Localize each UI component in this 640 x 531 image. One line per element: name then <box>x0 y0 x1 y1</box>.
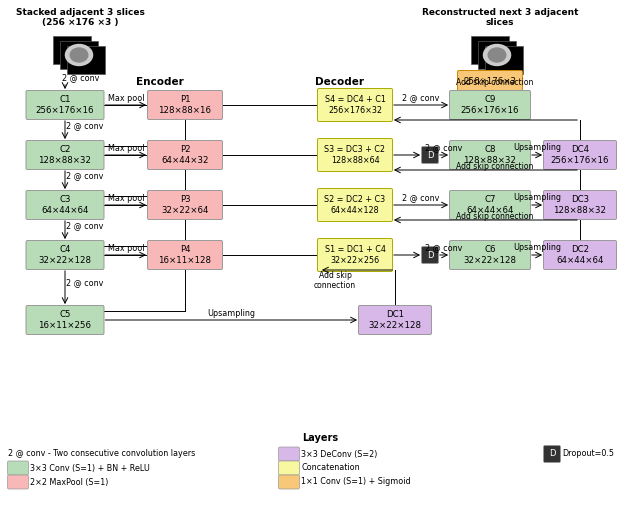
FancyBboxPatch shape <box>317 89 392 122</box>
FancyBboxPatch shape <box>543 446 561 463</box>
FancyBboxPatch shape <box>317 189 392 221</box>
FancyBboxPatch shape <box>422 246 438 263</box>
FancyBboxPatch shape <box>8 461 29 475</box>
FancyBboxPatch shape <box>26 241 104 270</box>
Text: 3×3 DeConv (S=2): 3×3 DeConv (S=2) <box>301 450 378 458</box>
Text: 256×176×3: 256×176×3 <box>463 78 516 87</box>
FancyBboxPatch shape <box>449 90 531 119</box>
Text: 2×2 MaxPool (S=1): 2×2 MaxPool (S=1) <box>30 477 108 486</box>
FancyBboxPatch shape <box>278 475 300 489</box>
FancyBboxPatch shape <box>358 305 431 335</box>
Text: D: D <box>427 150 433 159</box>
FancyBboxPatch shape <box>485 46 523 74</box>
Ellipse shape <box>65 44 93 66</box>
Text: D: D <box>427 251 433 260</box>
FancyBboxPatch shape <box>449 191 531 219</box>
Text: Add skip connection: Add skip connection <box>456 212 534 221</box>
Text: Upsampling: Upsampling <box>513 243 561 252</box>
Text: 1×1 Conv (S=1) + Sigmoid: 1×1 Conv (S=1) + Sigmoid <box>301 477 411 486</box>
Text: P3
32×22×64: P3 32×22×64 <box>161 195 209 215</box>
FancyBboxPatch shape <box>422 147 438 164</box>
Text: Max pool: Max pool <box>108 94 144 103</box>
FancyBboxPatch shape <box>67 46 105 74</box>
Text: DC2
64×44×64: DC2 64×44×64 <box>556 245 604 264</box>
Text: P2
64×44×32: P2 64×44×32 <box>161 145 209 165</box>
Text: 2 @ conv: 2 @ conv <box>67 221 104 230</box>
Text: C7
64×44×64: C7 64×44×64 <box>467 195 514 215</box>
Text: Layers: Layers <box>302 433 338 443</box>
Text: C9
256×176×16: C9 256×176×16 <box>461 95 519 115</box>
Text: Decoder: Decoder <box>316 77 365 87</box>
Text: Max pool: Max pool <box>108 244 144 253</box>
Text: Add skip connection: Add skip connection <box>456 162 534 171</box>
FancyBboxPatch shape <box>543 241 616 270</box>
Text: Add skip connection: Add skip connection <box>456 78 534 87</box>
FancyBboxPatch shape <box>278 447 300 461</box>
Text: 2 @ conv: 2 @ conv <box>62 73 100 82</box>
FancyBboxPatch shape <box>478 41 516 69</box>
Text: C4
32×22×128: C4 32×22×128 <box>38 245 92 264</box>
Text: 2 @ conv: 2 @ conv <box>426 243 463 252</box>
FancyBboxPatch shape <box>26 191 104 219</box>
FancyBboxPatch shape <box>26 305 104 335</box>
Text: S2 = DC2 + C3
64×44×128: S2 = DC2 + C3 64×44×128 <box>324 195 385 215</box>
Text: 2 @ conv: 2 @ conv <box>67 121 104 130</box>
Text: D: D <box>548 450 556 458</box>
FancyBboxPatch shape <box>458 71 522 93</box>
FancyBboxPatch shape <box>60 41 98 69</box>
Text: Max pool: Max pool <box>108 194 144 203</box>
Text: C5
16×11×256: C5 16×11×256 <box>38 310 92 330</box>
Text: Upsampling: Upsampling <box>207 309 255 318</box>
Text: Concatenation: Concatenation <box>301 464 360 473</box>
Text: 2 @ conv: 2 @ conv <box>67 171 104 180</box>
FancyBboxPatch shape <box>449 241 531 270</box>
FancyBboxPatch shape <box>147 141 223 169</box>
Text: Stacked adjacent 3 slices
(256 ×176 ×3 ): Stacked adjacent 3 slices (256 ×176 ×3 ) <box>15 8 145 28</box>
FancyBboxPatch shape <box>147 90 223 119</box>
FancyBboxPatch shape <box>317 238 392 271</box>
FancyBboxPatch shape <box>317 139 392 172</box>
Ellipse shape <box>483 44 511 66</box>
Text: Reconstructed next 3 adjacent
slices: Reconstructed next 3 adjacent slices <box>422 8 579 28</box>
Text: C3
64×44×64: C3 64×44×64 <box>41 195 89 215</box>
Text: 2 @ conv - Two consecutive convolution layers: 2 @ conv - Two consecutive convolution l… <box>8 450 195 458</box>
FancyBboxPatch shape <box>26 90 104 119</box>
Text: S4 = DC4 + C1
256×176×32: S4 = DC4 + C1 256×176×32 <box>324 95 385 115</box>
Text: 2 @ conv: 2 @ conv <box>426 143 463 152</box>
FancyBboxPatch shape <box>278 461 300 475</box>
Text: P1
128×88×16: P1 128×88×16 <box>159 95 211 115</box>
Text: DC3
128×88×32: DC3 128×88×32 <box>554 195 607 215</box>
FancyBboxPatch shape <box>147 241 223 270</box>
Ellipse shape <box>70 47 88 63</box>
Text: P4
16×11×128: P4 16×11×128 <box>159 245 211 264</box>
FancyBboxPatch shape <box>147 191 223 219</box>
Text: Encoder: Encoder <box>136 77 184 87</box>
Ellipse shape <box>488 47 506 63</box>
Text: 2 @ conv: 2 @ conv <box>403 93 440 102</box>
Text: Upsampling: Upsampling <box>513 193 561 202</box>
FancyBboxPatch shape <box>543 141 616 169</box>
Text: DC4
256×176×16: DC4 256×176×16 <box>551 145 609 165</box>
Text: C8
128×88×32: C8 128×88×32 <box>463 145 516 165</box>
FancyBboxPatch shape <box>8 475 29 489</box>
Text: C2
128×88×32: C2 128×88×32 <box>38 145 92 165</box>
FancyBboxPatch shape <box>543 191 616 219</box>
FancyBboxPatch shape <box>449 141 531 169</box>
Text: C6
32×22×128: C6 32×22×128 <box>463 245 516 264</box>
Text: Max pool: Max pool <box>108 144 144 153</box>
Text: 2 @ conv: 2 @ conv <box>67 278 104 287</box>
Text: 3×3 Conv (S=1) + BN + ReLU: 3×3 Conv (S=1) + BN + ReLU <box>30 464 150 473</box>
Text: S3 = DC3 + C2
128×88×64: S3 = DC3 + C2 128×88×64 <box>324 145 385 165</box>
Text: DC1
32×22×128: DC1 32×22×128 <box>369 310 422 330</box>
FancyBboxPatch shape <box>471 36 509 64</box>
Text: Add skip
connection: Add skip connection <box>314 271 356 290</box>
Text: Dropout=0.5: Dropout=0.5 <box>562 450 614 458</box>
FancyBboxPatch shape <box>26 141 104 169</box>
Text: C1
256×176×16: C1 256×176×16 <box>36 95 94 115</box>
Text: S1 = DC1 + C4
32×22×256: S1 = DC1 + C4 32×22×256 <box>324 245 385 264</box>
FancyBboxPatch shape <box>53 36 91 64</box>
Text: 2 @ conv: 2 @ conv <box>403 193 440 202</box>
Text: Upsampling: Upsampling <box>513 143 561 152</box>
